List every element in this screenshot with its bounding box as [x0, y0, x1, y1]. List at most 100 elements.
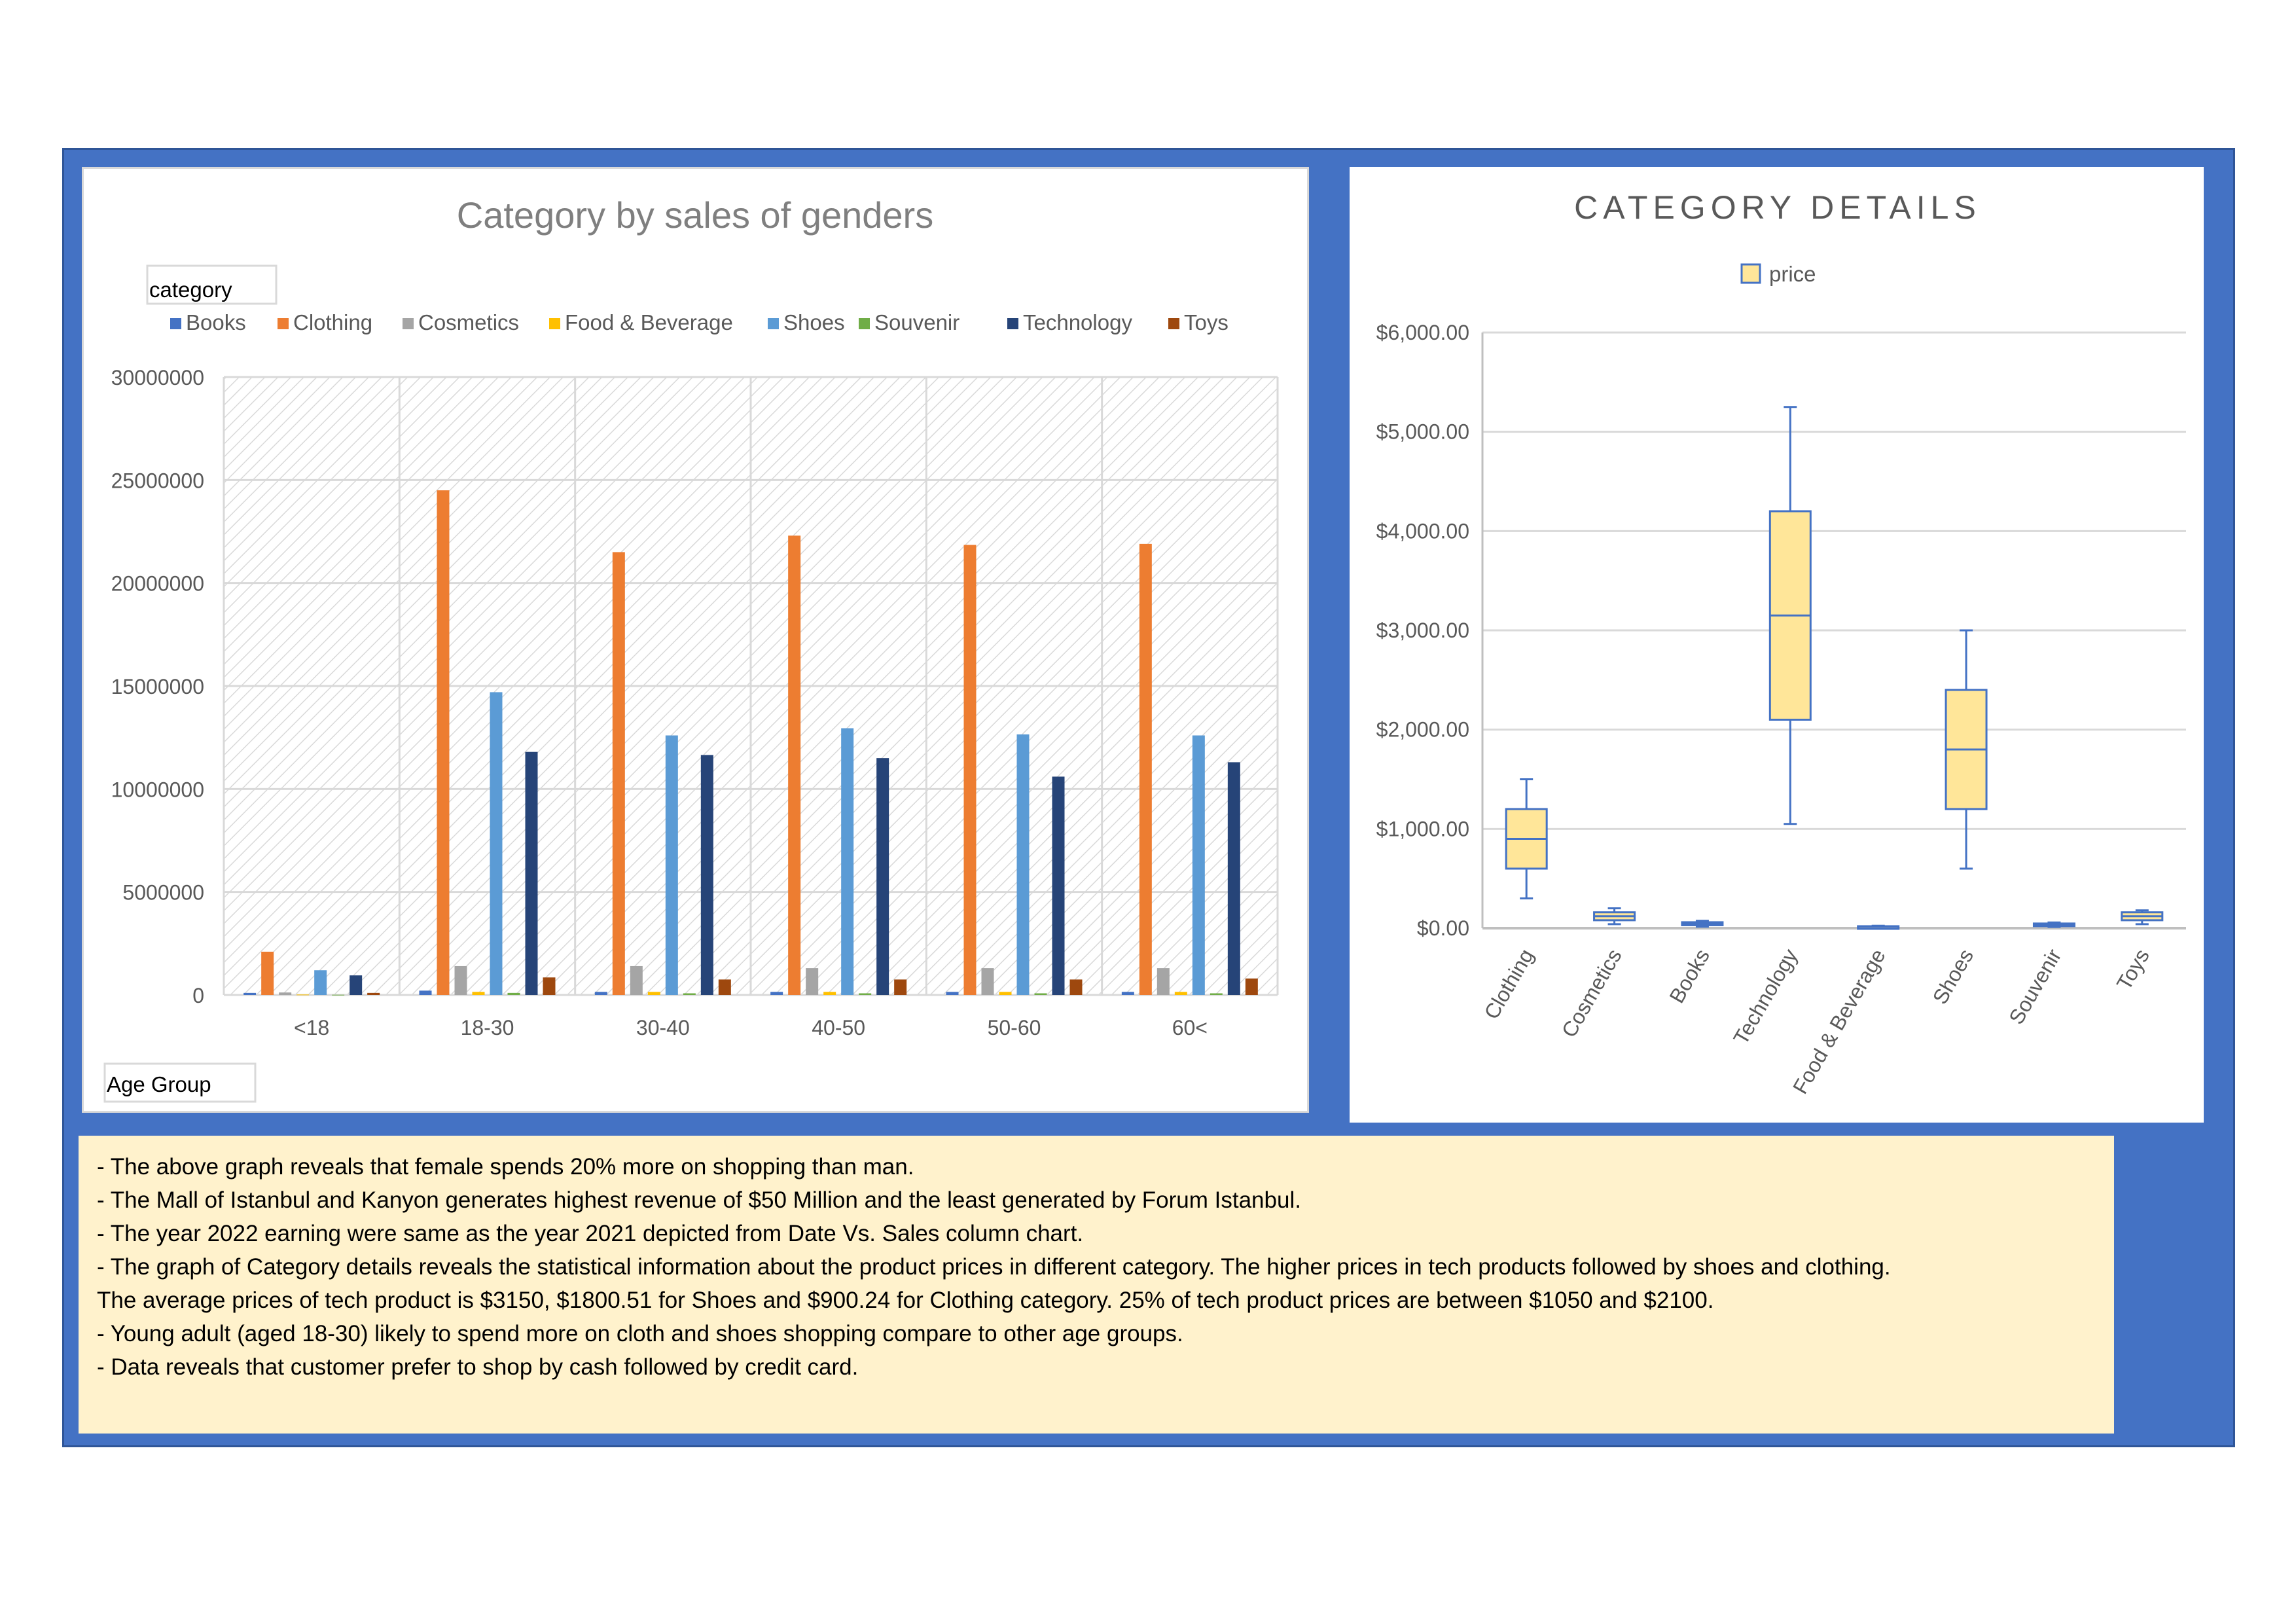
box-plot-chart: CATEGORY DETAILS price $0.00 $1,000.00 $2,00…	[1376, 189, 2186, 1098]
note-line: The average prices of tech product is $3…	[97, 1288, 1714, 1313]
legend-swatch	[278, 318, 289, 329]
x-tick-label: Books	[1664, 945, 1714, 1007]
y-tick-label: 30000000	[111, 366, 204, 389]
bar	[261, 951, 274, 995]
bar-chart: Category by sales of genders category Book…	[103, 194, 1279, 1103]
bar	[647, 992, 660, 995]
bar	[1245, 978, 1258, 995]
bar	[243, 992, 257, 995]
box-plot-panel: CATEGORY DETAILS price $0.00 $1,000.00 $2,00…	[1350, 167, 2204, 1123]
note-line: - The graph of Category details reveals …	[97, 1254, 1891, 1280]
x-tick-label: <18	[294, 1016, 329, 1039]
x-tick-label: Cosmetics	[1557, 945, 1626, 1041]
notes-box: - The above graph reveals that female sp…	[79, 1136, 2114, 1434]
bar	[823, 992, 836, 995]
legend-swatch	[1740, 263, 1761, 284]
note-line: - The year 2022 earning were same as the…	[97, 1221, 1084, 1246]
bar	[543, 977, 556, 995]
x-tick-label: Food & Beverage	[1788, 945, 1890, 1098]
legend-label: Technology	[1023, 310, 1132, 334]
y-tick-label: $4,000.00	[1376, 519, 1469, 543]
bar	[594, 992, 607, 995]
x-tick-label: 60<	[1172, 1016, 1208, 1039]
bar	[841, 728, 854, 995]
legend-label: Clothing	[293, 310, 372, 334]
bar	[296, 994, 310, 996]
legend-swatch	[170, 318, 181, 329]
box-plot-item	[1857, 924, 1900, 930]
bar	[1227, 762, 1240, 995]
box-plot-item	[2032, 921, 2075, 928]
bar	[472, 992, 485, 995]
x-tick-label: 50-60	[988, 1016, 1041, 1039]
bar	[770, 992, 783, 995]
y-tick-label: 20000000	[111, 572, 204, 596]
bar-chart-panel: Category by sales of genders category Book…	[82, 167, 1309, 1113]
x-tick-label: 30-40	[636, 1016, 690, 1039]
box-plot-item	[2121, 909, 2164, 926]
note-line: - The Mall of Istanbul and Kanyon genera…	[97, 1187, 1301, 1213]
bar	[981, 968, 994, 995]
y-tick-label: $3,000.00	[1376, 619, 1469, 642]
x-tick-label: Toys	[2112, 945, 2154, 994]
box-plot-item	[1945, 629, 1988, 870]
bar	[700, 755, 713, 995]
note-line: - Data reveals that customer prefer to s…	[97, 1354, 859, 1380]
bar	[525, 751, 538, 995]
bar	[332, 994, 345, 996]
y-tick-label: 25000000	[111, 469, 204, 492]
legend-swatch	[859, 318, 870, 329]
bar	[1016, 734, 1030, 995]
bar	[367, 992, 380, 995]
x-tick-label: 18-30	[461, 1016, 514, 1039]
legend-label: Books	[186, 310, 246, 334]
y-tick-label: $0.00	[1417, 916, 1469, 940]
bar	[1192, 735, 1205, 995]
x-axis-title: Age Group	[107, 1072, 211, 1096]
y-tick-label: 5000000	[122, 881, 204, 905]
legend-swatch	[768, 318, 779, 329]
legend-title: category	[149, 278, 232, 302]
chart-title: Category by sales of genders	[457, 194, 933, 236]
box-plot-item	[1505, 778, 1548, 899]
bar	[437, 490, 450, 995]
bar	[806, 968, 819, 995]
bar	[963, 545, 977, 995]
legend-swatch	[403, 318, 414, 329]
bar	[279, 992, 292, 995]
bar	[419, 990, 432, 995]
y-tick-label: 0	[192, 984, 204, 1007]
y-tick-label: 10000000	[111, 778, 204, 801]
chart-title: CATEGORY DETAILS	[1574, 189, 1981, 226]
x-tick-label: Technology	[1729, 945, 1802, 1049]
bar	[507, 992, 520, 995]
legend-label: Toys	[1184, 310, 1229, 334]
legend-label: Food & Beverage	[565, 310, 733, 334]
bar	[1157, 968, 1170, 995]
bar	[665, 735, 678, 995]
bar	[876, 758, 889, 995]
legend-label: Souvenir	[874, 310, 960, 334]
bar	[999, 992, 1012, 995]
legend-swatch	[1007, 318, 1018, 329]
x-tick-label: 40-50	[812, 1016, 865, 1039]
bar	[314, 970, 327, 995]
y-tick-label: $5,000.00	[1376, 420, 1469, 444]
legend-swatch	[1168, 318, 1179, 329]
bar	[894, 979, 907, 995]
bar	[1139, 543, 1152, 995]
bar	[490, 692, 503, 995]
bar	[683, 993, 696, 995]
x-tick-label: Souvenir	[2004, 945, 2066, 1028]
legend-swatch	[549, 318, 560, 329]
bar	[350, 975, 363, 995]
x-axis-title-box	[103, 1062, 257, 1103]
box-plot-item	[1681, 920, 1724, 928]
box-plot-item	[1593, 907, 1636, 926]
y-tick-label: $6,000.00	[1376, 321, 1469, 344]
bar	[1052, 776, 1065, 995]
bar	[788, 535, 801, 995]
bar	[859, 993, 872, 995]
bar	[946, 992, 959, 995]
bar	[718, 979, 731, 995]
